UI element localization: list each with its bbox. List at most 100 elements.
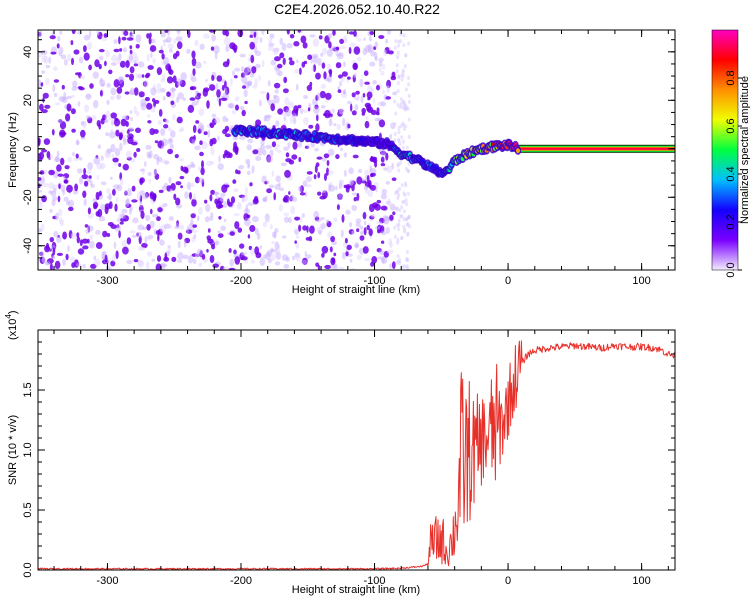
noise-speck xyxy=(136,232,140,237)
noise-speck xyxy=(128,73,135,82)
noise-speck xyxy=(327,231,333,238)
noise-speck xyxy=(269,33,275,39)
noise-speck xyxy=(324,35,330,44)
noise-speck xyxy=(157,234,160,242)
noise-speck xyxy=(189,192,192,200)
noise-speck xyxy=(250,259,256,264)
noise-speck xyxy=(396,240,400,245)
noise-speck xyxy=(121,208,128,214)
noise-speck xyxy=(98,190,102,197)
noise-speck xyxy=(187,104,195,113)
noise-speck xyxy=(115,129,120,137)
noise-speck xyxy=(242,85,246,89)
colorbar: 0.0 0.2 0.4 0.6 0.8 Normalized spectral ampl… xyxy=(711,29,750,278)
noise-speck xyxy=(327,63,331,70)
noise-speck xyxy=(112,254,116,262)
noise-speck xyxy=(341,252,346,260)
noise-speck xyxy=(220,225,227,231)
noise-speck xyxy=(267,46,274,51)
noise-speck xyxy=(314,104,319,110)
noise-speck xyxy=(49,35,56,40)
noise-speck xyxy=(395,69,399,74)
noise-speck xyxy=(283,212,290,216)
noise-speck xyxy=(88,64,92,71)
noise-speck xyxy=(54,212,60,221)
noise-speck xyxy=(403,103,407,108)
noise-speck xyxy=(396,81,400,86)
noise-speck xyxy=(405,145,409,150)
noise-speck xyxy=(269,253,276,262)
noise-speck xyxy=(243,71,248,77)
noise-speck xyxy=(203,60,207,64)
noise-speck xyxy=(299,216,303,223)
noise-speck xyxy=(85,93,92,100)
noise-speck xyxy=(218,155,221,163)
noise-speck xyxy=(273,82,281,89)
noise-speck xyxy=(146,236,152,241)
noise-speck xyxy=(391,71,396,79)
noise-speck xyxy=(337,193,343,199)
noise-speck xyxy=(338,179,344,184)
noise-speck xyxy=(167,224,173,229)
noise-speck xyxy=(87,225,91,233)
noise-speck xyxy=(67,156,73,163)
noise-speck xyxy=(342,90,346,95)
noise-speck xyxy=(391,261,396,269)
noise-speck xyxy=(92,197,98,203)
noise-speck xyxy=(109,95,115,101)
noise-speck xyxy=(113,241,117,249)
snr-line xyxy=(38,340,675,570)
noise-speck xyxy=(119,60,126,68)
noise-speck xyxy=(126,259,133,265)
noise-speck xyxy=(379,61,383,67)
noise-speck xyxy=(398,104,402,109)
noise-speck xyxy=(44,245,51,253)
noise-speck xyxy=(169,144,175,149)
noise-speck xyxy=(317,191,322,196)
noise-speck xyxy=(304,251,307,257)
noise-speck xyxy=(115,197,119,204)
noise-speck xyxy=(133,151,137,158)
noise-speck xyxy=(274,56,281,62)
noise-speck xyxy=(120,118,127,127)
noise-speck xyxy=(67,53,72,62)
y-tick-label: 0.0 xyxy=(22,562,34,577)
noise-speck xyxy=(233,188,239,193)
noise-speck xyxy=(376,107,380,114)
noise-speck xyxy=(148,178,152,184)
noise-speck xyxy=(261,30,265,35)
noise-speck xyxy=(362,211,367,220)
noise-speck xyxy=(214,240,220,246)
noise-speck xyxy=(245,204,249,213)
noise-speck xyxy=(367,44,374,53)
noise-speck xyxy=(76,139,79,146)
noise-speck xyxy=(70,232,78,239)
noise-speck xyxy=(252,216,259,223)
x-tick-label: 0 xyxy=(505,275,511,287)
noise-speck xyxy=(370,213,376,218)
noise-speck xyxy=(106,195,112,200)
noise-speck xyxy=(277,70,283,77)
noise-speck xyxy=(316,114,319,122)
noise-speck xyxy=(150,38,156,44)
noise-speck xyxy=(39,203,43,208)
noise-speck xyxy=(226,58,230,65)
noise-speck xyxy=(249,182,253,187)
noise-speck xyxy=(345,251,349,257)
noise-speck xyxy=(128,126,134,131)
noise-speck xyxy=(141,74,145,78)
noise-speck xyxy=(239,105,245,111)
noise-speck xyxy=(209,194,213,202)
noise-speck xyxy=(244,259,249,264)
noise-speck xyxy=(82,245,89,250)
noise-speck xyxy=(274,241,280,250)
noise-speck xyxy=(321,62,326,69)
noise-speck xyxy=(103,33,108,38)
noise-speck xyxy=(177,232,183,240)
noise-speck xyxy=(348,46,352,55)
noise-speck xyxy=(237,170,241,175)
noise-speck xyxy=(221,78,225,83)
noise-speck xyxy=(396,196,400,200)
noise-speck xyxy=(62,189,65,196)
noise-speck xyxy=(104,114,108,123)
